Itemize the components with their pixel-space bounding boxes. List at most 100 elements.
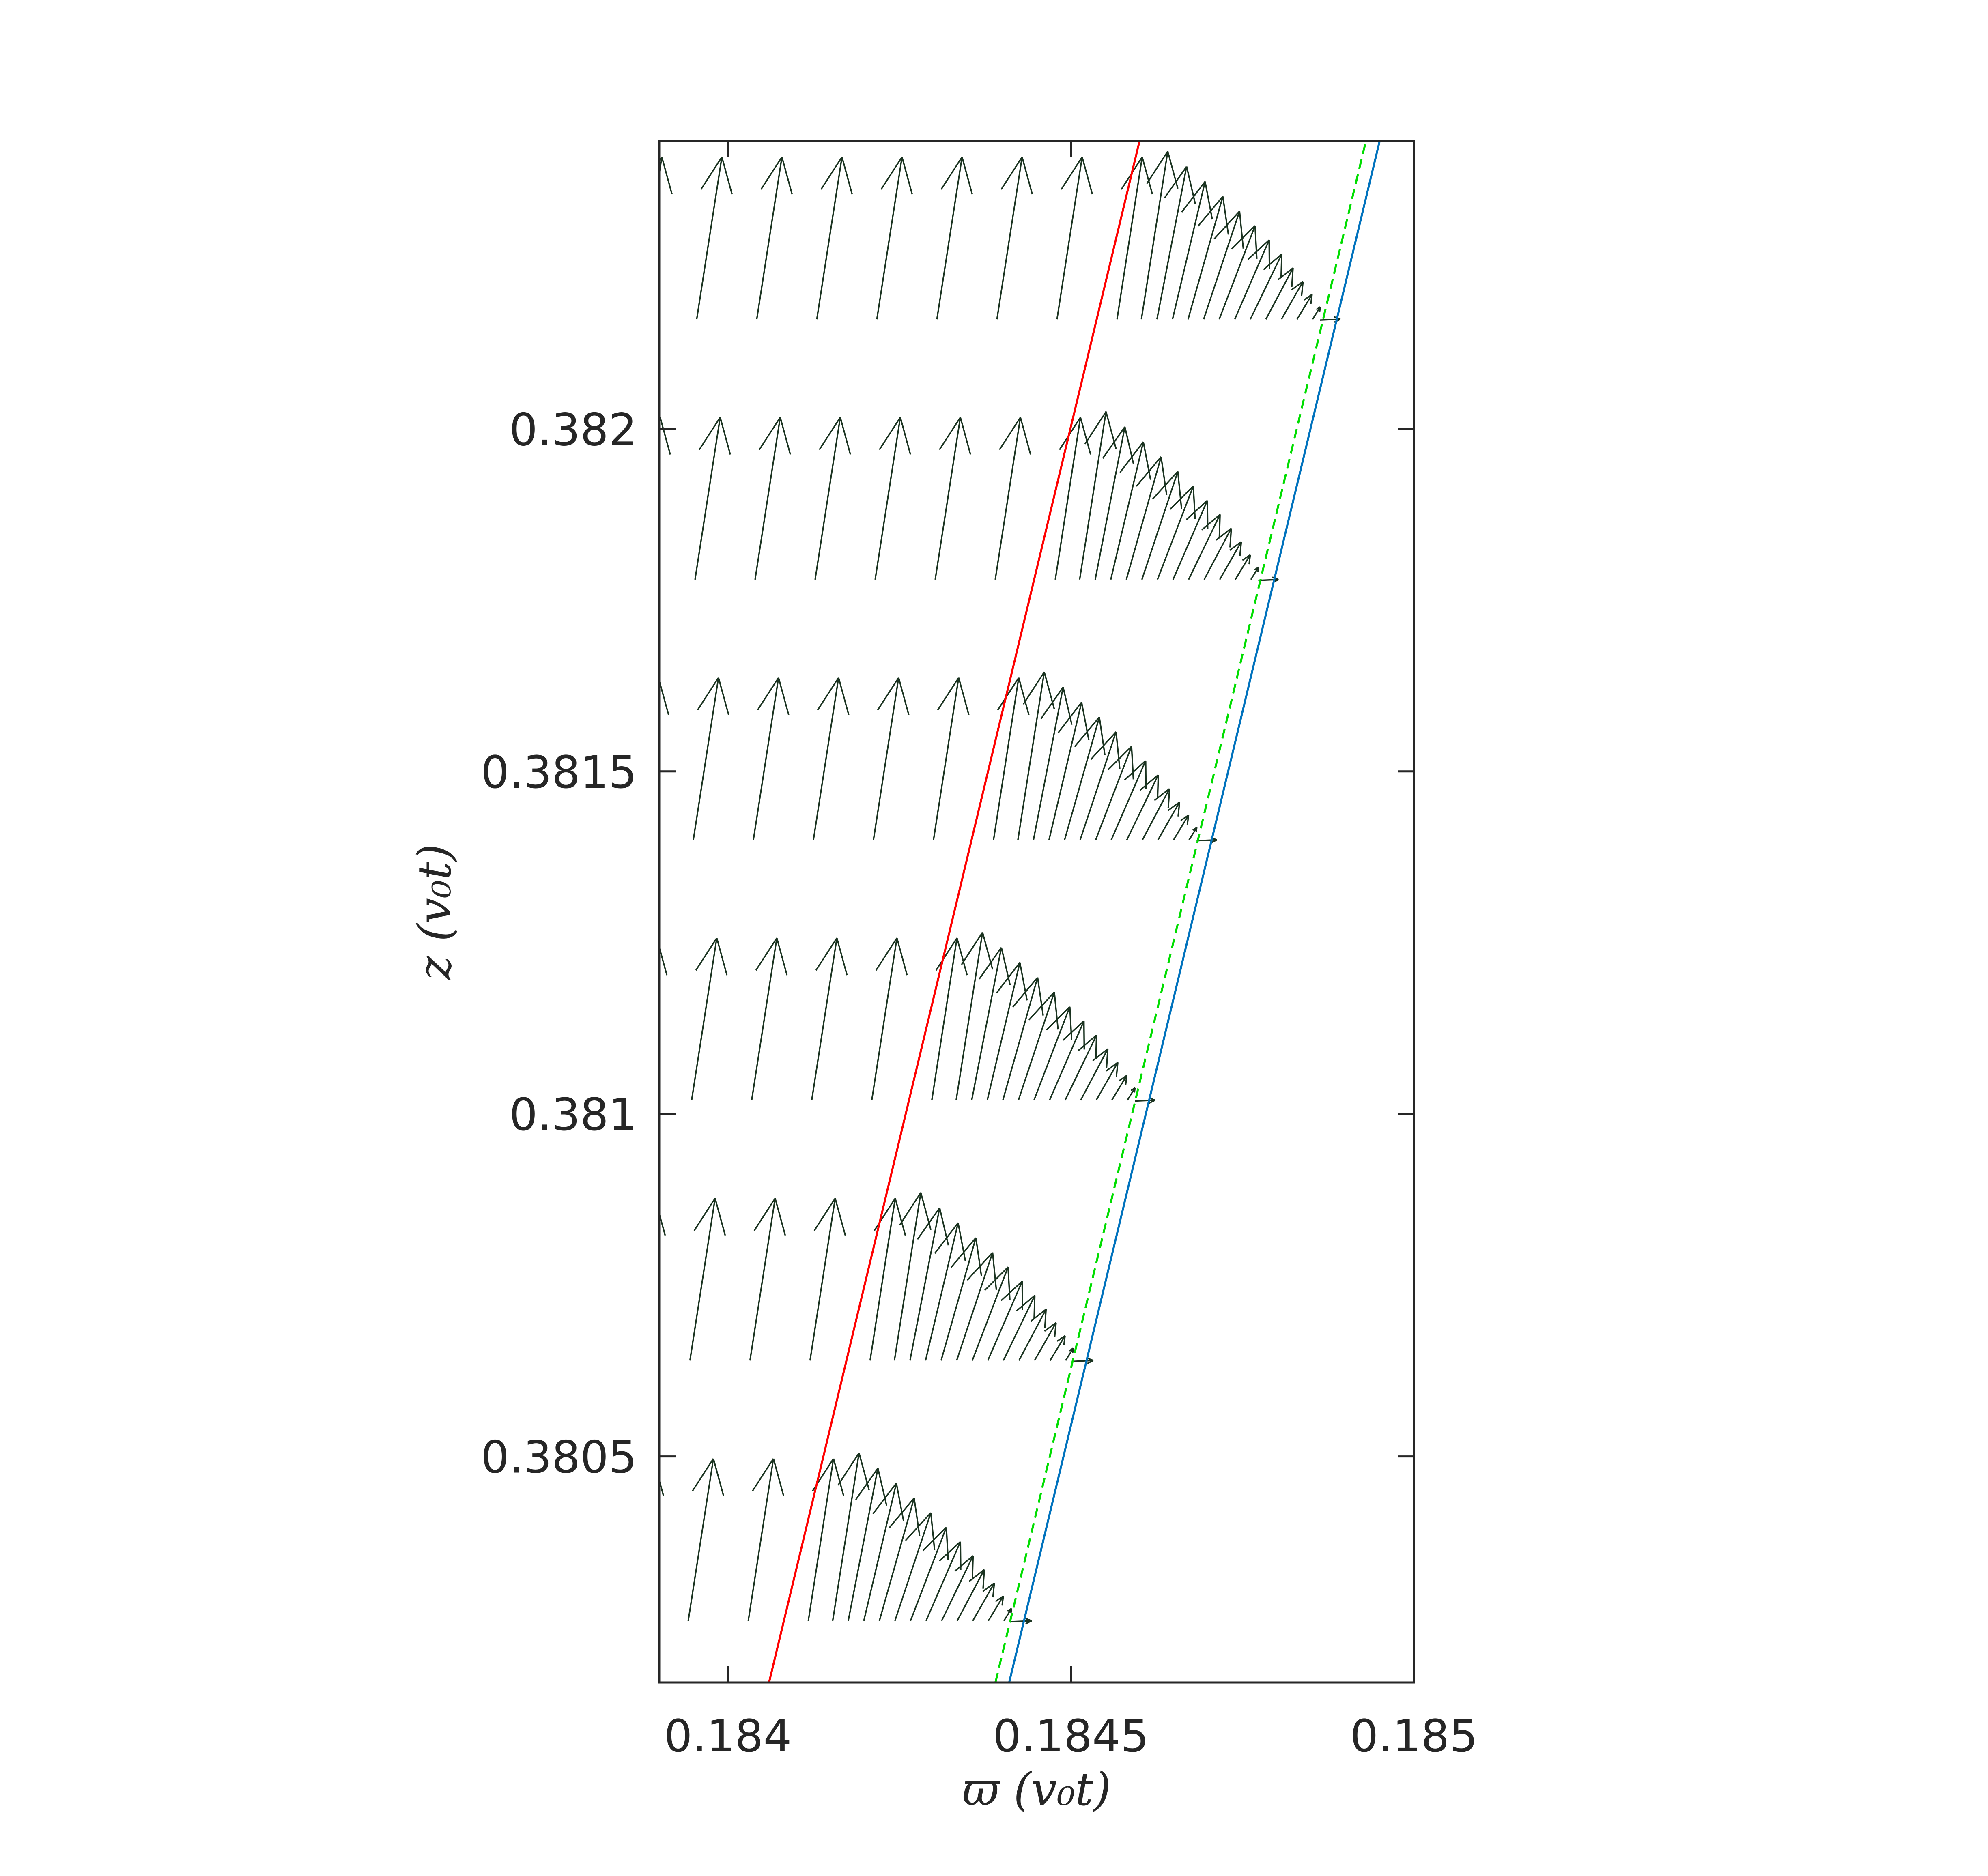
quiver-arrow xyxy=(931,937,968,1100)
quiver-arrow xyxy=(659,157,673,195)
quiver-arrow xyxy=(1157,802,1181,840)
quiver-arrow xyxy=(863,1483,904,1621)
quiver-arrow xyxy=(941,1555,974,1621)
quiver-arrow xyxy=(934,417,971,580)
quiver-arrow xyxy=(753,677,790,840)
quiver-arrow xyxy=(811,937,848,1100)
quiver-arrow xyxy=(1265,267,1294,320)
quiver-arrow xyxy=(1033,687,1073,840)
quiver-arrow xyxy=(1235,554,1251,580)
quiver-arrow xyxy=(909,1207,949,1361)
quiver-arrow xyxy=(933,677,970,840)
quiver-arrow xyxy=(1126,774,1159,840)
quiver-arrow xyxy=(751,937,788,1100)
front-lines xyxy=(768,141,1381,1683)
y-tick-label: 0.381 xyxy=(509,1089,637,1141)
quiver-arrow xyxy=(659,944,668,976)
quiver-arrow xyxy=(994,417,1031,580)
quiver-arrow xyxy=(1080,1048,1109,1101)
quiver-arrow xyxy=(873,677,910,840)
quiver-arrow xyxy=(993,677,1030,840)
quiver-arrow xyxy=(971,947,1011,1100)
quiver-arrow xyxy=(1003,1607,1013,1621)
quiver-arrow xyxy=(1003,1295,1036,1361)
quiver-arrow xyxy=(1187,196,1229,320)
quiver-arrow xyxy=(1011,1618,1032,1625)
quiver-arrow xyxy=(894,1512,936,1621)
quiver-arrow xyxy=(693,677,729,840)
quiver-arrow xyxy=(956,1569,985,1621)
quiver-arrow xyxy=(1296,294,1313,320)
quiver-arrow xyxy=(848,1468,888,1621)
quiver-arrow xyxy=(691,937,728,1100)
blue-line xyxy=(1008,141,1381,1683)
quiver-arrow xyxy=(1173,814,1190,840)
quiver-arrow xyxy=(1156,166,1196,320)
quiver-arrows xyxy=(659,151,1341,1625)
quiver-arrow xyxy=(972,1582,995,1621)
quiver-arrow xyxy=(1065,1347,1074,1361)
quiver-arrow xyxy=(878,1498,921,1621)
quiver-arrow xyxy=(1203,211,1244,320)
quiver-arrow xyxy=(936,157,973,320)
red-line xyxy=(768,141,1141,1683)
plot-frame xyxy=(658,140,1415,1684)
quiver-arrow xyxy=(1034,1322,1057,1361)
quiver-arrow xyxy=(925,1222,966,1361)
quiver-arrow xyxy=(956,1252,997,1361)
quiver-arrow xyxy=(689,1198,726,1361)
quiver-arrow xyxy=(1188,514,1221,580)
quiver-arrow xyxy=(869,1198,906,1361)
x-tick-label: 0.185 xyxy=(1350,1710,1478,1762)
quiver-arrow xyxy=(1141,471,1183,580)
quiver-arrow xyxy=(971,1266,1011,1361)
quiver-arrow xyxy=(1079,731,1121,840)
quiver-arrow xyxy=(809,1198,846,1361)
y-tick-label: 0.3805 xyxy=(481,1431,637,1483)
quiver-arrow xyxy=(876,157,913,320)
y-tick-label: 0.3815 xyxy=(481,746,637,798)
quiver-arrow xyxy=(814,417,851,580)
quiver-arrow xyxy=(747,1458,785,1621)
y-tick-label: 0.382 xyxy=(509,404,637,456)
quiver-arrow xyxy=(813,677,850,840)
quiver-arrow xyxy=(1250,254,1283,320)
quiver-arrow xyxy=(1049,1335,1066,1361)
quiver-arrow xyxy=(1002,977,1044,1100)
quiver-arrow xyxy=(1018,1309,1047,1361)
quiver-arrow xyxy=(749,1198,786,1361)
x-axis-label: ϖ (v₀t) xyxy=(962,1763,1111,1816)
quiver-arrow xyxy=(1250,566,1259,580)
quiver-arrow xyxy=(1157,486,1196,580)
quiver-arrow xyxy=(988,1595,1004,1621)
quiver-arrow xyxy=(1095,746,1134,840)
quiver-arrow xyxy=(1064,1034,1097,1101)
x-tick-label: 0.184 xyxy=(664,1710,792,1762)
quiver-arrow xyxy=(659,417,671,455)
quiver-arrow xyxy=(986,962,1028,1100)
quiver-arrow xyxy=(1172,181,1213,320)
quiver-arrow xyxy=(756,157,793,320)
quiver-arrow xyxy=(910,1527,949,1621)
quiver-arrow xyxy=(1033,1006,1073,1101)
quiver-arrow xyxy=(1312,306,1321,320)
x-tick-label: 0.1845 xyxy=(993,1710,1149,1762)
quiver-arrow xyxy=(1142,788,1170,840)
quiver-arrow xyxy=(1218,225,1258,320)
quiver-arrow xyxy=(1125,456,1168,580)
axis-ticks: 0.184 0.1845 0.185 0.3805 0.381 0.3815 0.382 xyxy=(481,141,1478,1762)
quiver-arrow xyxy=(1281,281,1304,320)
quiver-arrow xyxy=(1188,827,1198,840)
quiver-arrow xyxy=(940,1237,982,1361)
quiver-arrow xyxy=(1064,716,1106,840)
quiver-arrow xyxy=(871,937,908,1100)
quiver-arrow xyxy=(694,417,731,580)
quiver-arrow xyxy=(1094,426,1134,580)
quiver-arrow xyxy=(1018,991,1059,1100)
green-dashed-line xyxy=(994,141,1367,1683)
quiver-arrow xyxy=(874,417,911,580)
quiver-arrow xyxy=(816,157,853,320)
quiver-arrow xyxy=(1073,1357,1094,1365)
quiver-arrow xyxy=(1056,157,1093,320)
